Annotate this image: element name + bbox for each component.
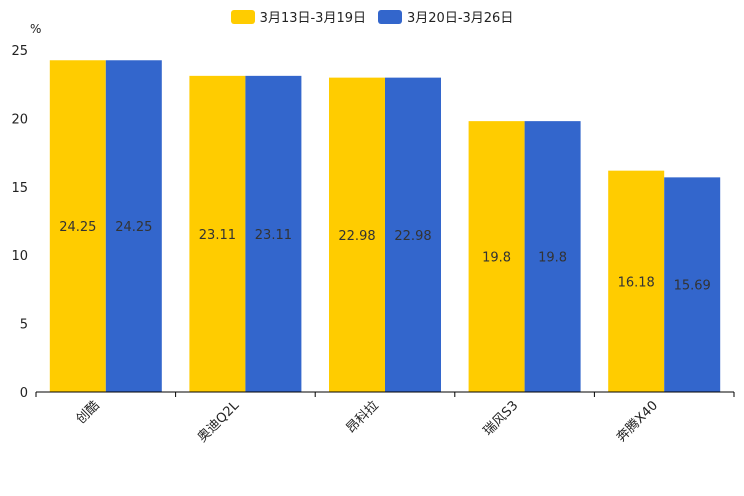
legend-swatch-series-2: [378, 9, 402, 24]
data-label-series-1-1: 23.11: [199, 228, 236, 243]
y-tick-label-5: 25: [11, 44, 28, 59]
data-label-series-2-3: 19.8: [538, 251, 567, 266]
bar-series-1-4[interactable]: [608, 170, 665, 392]
bar-series-2-0[interactable]: [105, 60, 162, 392]
x-category-label-0: 创酷: [74, 398, 103, 427]
x-category-label-4: 奔腾X40: [613, 398, 661, 446]
x-category-label-1: 奥迪Q2L: [195, 398, 243, 446]
data-label-series-2-0: 24.25: [115, 220, 152, 235]
data-label-series-1-2: 22.98: [338, 229, 375, 244]
y-tick-label-1: 5: [20, 318, 28, 333]
bar-series-1-3[interactable]: [468, 121, 525, 393]
legend-label-series-2: 3月20日-3月26日: [407, 11, 514, 26]
legend-item-series-1[interactable]: 3月13日-3月19日: [230, 7, 366, 26]
legend-swatch-series-1: [230, 9, 255, 24]
bar-series-2-3[interactable]: [524, 121, 581, 393]
y-tick-label-4: 20: [11, 112, 28, 127]
bar-series-2-2[interactable]: [385, 77, 441, 392]
data-label-series-2-1: 23.11: [255, 228, 292, 243]
x-category-label-2: 昂科拉: [344, 398, 382, 436]
bar-series-1-0[interactable]: [49, 60, 106, 392]
bar-series-2-1[interactable]: [245, 75, 302, 393]
legend-item-series-2[interactable]: 3月20日-3月26日: [378, 7, 513, 26]
bar-series-1-2[interactable]: [329, 77, 385, 392]
data-label-series-2-2: 22.98: [394, 229, 431, 244]
y-tick-label-3: 15: [11, 181, 28, 196]
x-category-label-3: 瑞风S3: [481, 398, 522, 439]
data-label-series-1-3: 19.8: [482, 251, 511, 266]
chart-legend: 3月13日-3月19日 3月20日-3月26日: [0, 7, 744, 26]
y-axis-unit-label: %: [30, 22, 42, 36]
legend-label-series-1: 3月13日-3月19日: [259, 11, 366, 26]
bar-series-1-1[interactable]: [189, 75, 246, 393]
bar-series-2-4[interactable]: [664, 177, 721, 392]
y-tick-label-2: 10: [11, 249, 28, 264]
data-label-series-2-4: 15.69: [674, 279, 711, 294]
y-tick-label-0: 0: [20, 386, 28, 401]
data-label-series-1-0: 24.25: [59, 220, 96, 235]
data-label-series-1-4: 16.18: [618, 275, 655, 290]
